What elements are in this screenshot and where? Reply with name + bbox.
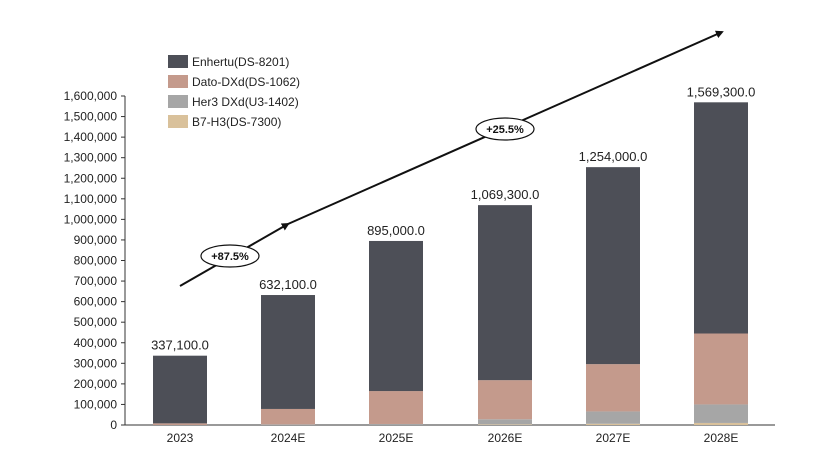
legend-label: Her3 DXd(U3-1402) xyxy=(192,95,299,109)
y-tick-label: 1,100,000 xyxy=(64,192,118,206)
y-tick-label: 1,400,000 xyxy=(64,130,118,144)
x-tick-label: 2026E xyxy=(488,431,523,445)
bar-segment xyxy=(261,424,315,425)
bar-segment xyxy=(261,295,315,409)
bar-segment xyxy=(694,422,748,425)
x-tick-label: 2023 xyxy=(167,431,194,445)
bar-segment xyxy=(586,364,640,412)
bar-segment xyxy=(153,423,207,425)
bar-segment xyxy=(478,205,532,381)
x-tick-label: 2025E xyxy=(379,431,414,445)
legend-swatch xyxy=(168,75,188,88)
growth-badge xyxy=(475,117,535,141)
bar-segment xyxy=(478,380,532,420)
y-tick-label: 0 xyxy=(110,418,117,432)
bar-segment xyxy=(694,102,748,334)
bars xyxy=(153,102,748,425)
bar-segment xyxy=(369,423,423,425)
bar-segment xyxy=(694,404,748,423)
bar-total-label: 632,100.0 xyxy=(259,277,317,292)
y-tick-label: 1,300,000 xyxy=(64,151,118,165)
bar-total-label: 1,254,000.0 xyxy=(579,149,648,164)
y-tick-label: 100,000 xyxy=(74,397,118,411)
bar-segment xyxy=(694,333,748,405)
y-tick-label: 200,000 xyxy=(74,377,118,391)
total-labels: 337,100.0 632,100.0 895,000.0 1,069,300.0 1,… xyxy=(151,84,755,352)
legend-label: B7-H3(DS-7300) xyxy=(192,115,281,129)
bar-total-label: 895,000.0 xyxy=(367,223,425,238)
growth-badge xyxy=(200,244,260,268)
y-tick-label: 1,000,000 xyxy=(64,212,118,226)
growth-label: +25.5% xyxy=(486,124,524,136)
y-tick-label: 800,000 xyxy=(74,254,118,268)
growth-label: +87.5% xyxy=(211,251,249,263)
y-tick-label: 600,000 xyxy=(74,295,118,309)
y-tick-label: 1,200,000 xyxy=(64,171,118,185)
bar-segment xyxy=(369,391,423,424)
legend-swatch xyxy=(168,55,188,68)
x-tick-label: 2024E xyxy=(271,431,306,445)
legend: Enhertu(DS-8201) Dato-DXd(DS-1062) Her3 DX… xyxy=(168,55,300,129)
y-tick-label: 1,500,000 xyxy=(64,110,118,124)
bar-total-label: 1,069,300.0 xyxy=(471,187,540,202)
legend-swatch xyxy=(168,95,188,108)
y-tick-label: 1,600,000 xyxy=(64,89,118,103)
bar-segment xyxy=(586,411,640,424)
bar-total-label: 337,100.0 xyxy=(151,338,209,353)
bar-segment xyxy=(153,355,207,424)
bar-segment xyxy=(478,424,532,425)
y-tick-label: 400,000 xyxy=(74,336,118,350)
x-tick-label: 2028E xyxy=(704,431,739,445)
y-tick-label: 700,000 xyxy=(74,274,118,288)
y-tick-label: 500,000 xyxy=(74,315,118,329)
bar-segment xyxy=(478,419,532,425)
y-tick-label: 300,000 xyxy=(74,356,118,370)
legend-label: Enhertu(DS-8201) xyxy=(192,55,289,69)
growth-trend: +87.5% +25.5% xyxy=(179,30,724,287)
legend-label: Dato-DXd(DS-1062) xyxy=(192,75,300,89)
x-tick-label: 2027E xyxy=(596,431,631,445)
y-tick-label: 900,000 xyxy=(74,233,118,247)
legend-swatch xyxy=(168,115,188,128)
bar-segment xyxy=(586,423,640,425)
bar-total-label: 1,569,300.0 xyxy=(687,84,756,99)
x-axis: 2023 2024E 2025E 2026E 2027E 2028E xyxy=(125,424,775,445)
y-axis: 0 100,000 200,000 300,000 400,000 500,000 600,… xyxy=(64,89,126,432)
bar-segment xyxy=(369,240,423,392)
bar-segment xyxy=(586,167,640,365)
bar-segment xyxy=(261,408,315,425)
